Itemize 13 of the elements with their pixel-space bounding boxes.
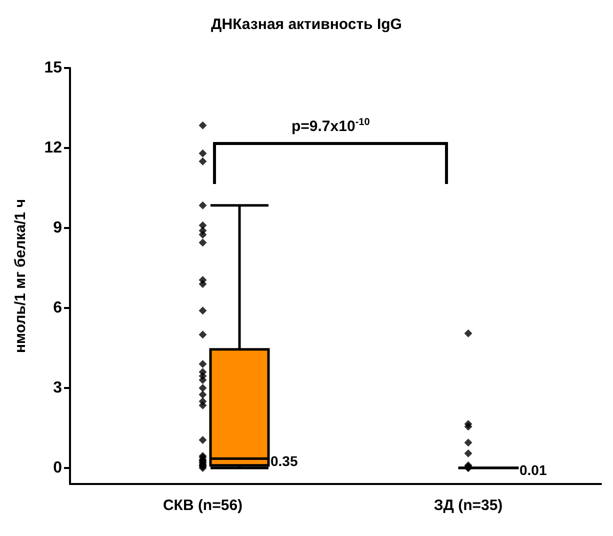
x-tick-label: ЗД (n=35) [434,497,503,514]
y-tick-label: 12 [44,140,62,156]
annotation: p=9.7x10$^{-10}$ [292,117,370,135]
y-tick-label: 0 [53,460,62,476]
text: 0.01 [520,462,547,478]
y-tick-label: 6 [53,300,62,316]
y-tick-label: 3 [53,380,62,396]
chart-title: ДНКазная активность IgG [211,16,402,33]
text: 0.35 [270,452,298,469]
y-tick-label: 15 [44,60,62,76]
x-tick-label: СКВ (n=56) [162,497,243,514]
y-tick-label: 9 [53,220,62,236]
y-axis-title: нмоль/1 мг белка/1 ч [12,198,29,354]
